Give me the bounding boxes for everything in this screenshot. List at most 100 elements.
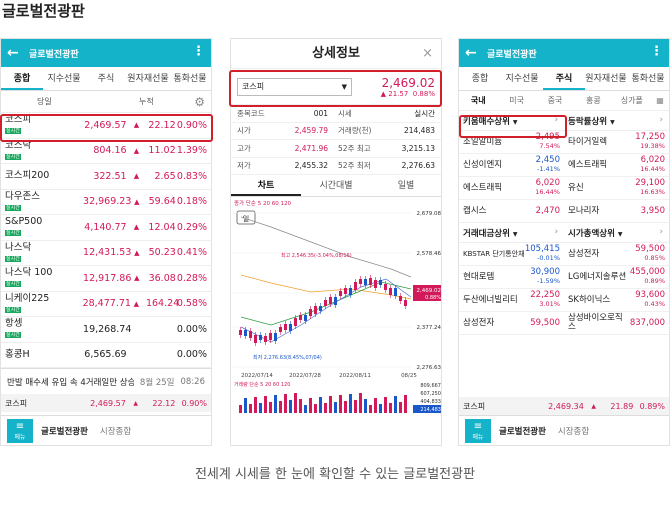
chart-tab-2[interactable]: 일별 [397,181,415,191]
max-price-label: 최고 2,546.35(-3.04%,08/16) [281,252,352,259]
section-label: 거래대금상위 [463,228,510,239]
settings-gear-icon[interactable]: ⚙ [194,94,205,109]
grid-view-icon[interactable]: ▦ [656,96,664,105]
tab-3[interactable]: 원자재선물 [127,74,169,84]
symbol-select[interactable]: 코스피 ▼ [237,77,352,96]
toggle-today[interactable]: 당일 [37,97,52,106]
stock-name: KBSTAR 단기통안채 [463,249,525,258]
more-menu-icon[interactable]: ⋮ [650,44,663,59]
price-chart[interactable]: 종가 단순 5 20 60 120일2,679.082,578.462,377.… [231,197,442,413]
symbol-row: 코스피 ▼ 2,469.02 ▲ 21.57 0.88% [231,69,441,105]
index-pct: 0.41% [176,247,207,259]
index-name: 코스피 [5,114,32,126]
volume-bar [339,395,342,413]
volume-bar [364,399,367,413]
index-name: S&P500 [5,216,43,228]
up-arrow-icon: ▲ [134,274,140,283]
volume-bar [399,402,402,413]
footer-tab-market[interactable]: 시장종합 [99,426,132,437]
tab-2[interactable]: 주식 [97,74,115,84]
stock-price: 29,100 [635,178,665,188]
subtab-0[interactable]: 국내 [470,96,486,105]
candle [269,333,272,340]
subtab-3[interactable]: 홍콩 [586,96,601,105]
tab-3[interactable]: 원자재선물 [585,74,627,84]
tab-0[interactable]: 종합 [471,74,489,84]
menu-button[interactable]: ≡ 메뉴 [465,418,491,443]
stock-cell[interactable]: 에스트래픽 6,020 16.44% [564,154,669,177]
info-label: 거래량(천) [338,126,372,136]
stock-cell[interactable]: 삼성전자 59,500 0.85% [564,243,669,266]
back-arrow-icon[interactable]: ← [465,45,477,61]
stock-cell[interactable]: 에스트래픽 6,020 16.44% [459,177,564,200]
footer-tab-global[interactable]: 글로벌전광판 [41,426,88,437]
close-icon[interactable]: × [422,46,433,61]
period-button[interactable] [236,210,256,225]
index-row[interactable]: 항셍 실시간 19,268.74 0.00% [1,317,211,343]
menu-button[interactable]: ≡ 메뉴 [7,418,33,443]
stock-price: 2,450 [535,155,560,165]
tab-4[interactable]: 통화선물 [631,74,665,84]
up-arrow-icon: ▲ [133,223,140,232]
volume-legend: 거래량 단순 5 20 60 120 [234,381,290,388]
info-value: 2,459.79 [294,126,329,136]
index-row[interactable]: 홍콩H 6,565.69 0.00% [1,343,211,368]
up-arrow-icon: ▲ [133,299,139,308]
news-ticker[interactable]: 반발 매수세 유입 속 4거래일만 상승... 8월 25일 08:26 [1,368,211,394]
tab-1[interactable]: 지수선물 [47,74,81,84]
section-change-rate-top[interactable]: 등락률상위 ▼ › [564,115,669,127]
index-row[interactable]: 나스닥 100 실시간 12,917.86 ▲ 36.08 0.28% [1,266,211,292]
subtab-2[interactable]: 중국 [547,96,563,105]
index-price: 322.51 [93,170,127,182]
tab-1[interactable]: 지수선물 [505,74,539,84]
stock-cell[interactable]: 삼성바이오로직스 837,000 [564,312,669,335]
index-row[interactable]: 코스피200 322.51 ▲ 2.65 0.83% [1,164,211,190]
section-trading-value-top[interactable]: 거래대금상위 ▼ › [459,227,564,239]
index-name: 코스닥 [5,139,32,151]
stock-cell[interactable]: 삼성전자 59,500 [459,312,564,335]
candle [389,288,392,295]
stock-cell[interactable]: 두산에너빌리티 22,250 3.01% [459,289,564,312]
back-arrow-icon[interactable]: ← [7,45,19,61]
volume-tick: 404,833 [420,399,441,405]
index-price: 804.16 [93,145,127,157]
more-menu-icon[interactable]: ⋮ [192,44,205,59]
tab-0[interactable]: 종합 [1,67,43,90]
stock-cell[interactable]: 신성이엔지 2,450 -1.41% [459,154,564,177]
subtab-1[interactable]: 미국 [509,96,524,105]
candle [309,309,312,316]
index-pct: 0.58% [176,298,207,310]
chart-tab-1[interactable]: 시간대별 [319,181,353,191]
volume-bar [324,403,327,413]
stock-cell[interactable]: 현대로템 30,900 -1.59% [459,266,564,289]
index-row[interactable]: 니케이225 실시간 28,477.71 ▲ 164.24 0.58% [1,292,211,317]
stock-cell[interactable]: 모나리자 3,950 [564,200,669,223]
stock-cell[interactable]: SK하이닉스 93,600 0.43% [564,289,669,312]
stock-cell[interactable]: 캡시스 2,470 [459,200,564,223]
index-row[interactable]: 코스닥 실시간 804.16 ▲ 11.02 1.39% [1,139,211,164]
date-label: 2022/07/14 [241,373,273,379]
index-name-cell: S&P500 실시간 [5,217,83,237]
toggle-cumulative[interactable]: 누적 [139,97,154,106]
stock-cell[interactable]: 타이거일렉 17,250 19.38% [564,131,669,154]
index-row[interactable]: 다우존스 실시간 32,969.23 ▲ 59.64 0.18% [1,190,211,215]
section-kiwoom-buy-top[interactable]: 키움매수상위 ▼ › [459,115,564,127]
tab-4[interactable]: 통화선물 [173,74,207,84]
chart-tab-0[interactable]: 차트 [231,175,301,196]
index-row[interactable]: 코스피 실시간 2,469.57 ▲ 22.12 0.90% [1,113,211,139]
index-row[interactable]: 나스닥 실시간 12,431.53 ▲ 50.23 0.41% [1,241,211,266]
section-market-cap-top[interactable]: 시가총액상위 ▼ › [564,227,669,239]
stock-cell[interactable]: LG에너지솔루션 455,000 0.89% [564,266,669,289]
date-label: 2022/08/11 [339,373,371,379]
index-pct: 0.18% [176,196,207,208]
change-value: 21.57 [388,89,409,98]
tab-2[interactable]: 주식 [543,67,585,90]
info-value: 2,455.32 [294,161,329,171]
stock-cell[interactable]: KBSTAR 단기통안채 105,415 -0.01% [459,243,564,266]
subtab-4[interactable]: 싱가폴 [620,96,643,105]
stock-tab-screen: ← 글로벌전광판 ⋮ 종합 지수선물 주식 원자재선물 통화선물 국내 미국 중국 홍콩 싱가폴… [458,38,670,446]
footer-tab-global[interactable]: 글로벌전광판 [499,426,546,437]
footer-tab-market[interactable]: 시장종합 [557,426,590,437]
stock-cell[interactable]: 유신 29,100 16.63% [564,177,669,200]
index-row[interactable]: S&P500 실시간 4,140.77 ▲ 12.04 0.29% [1,215,211,241]
